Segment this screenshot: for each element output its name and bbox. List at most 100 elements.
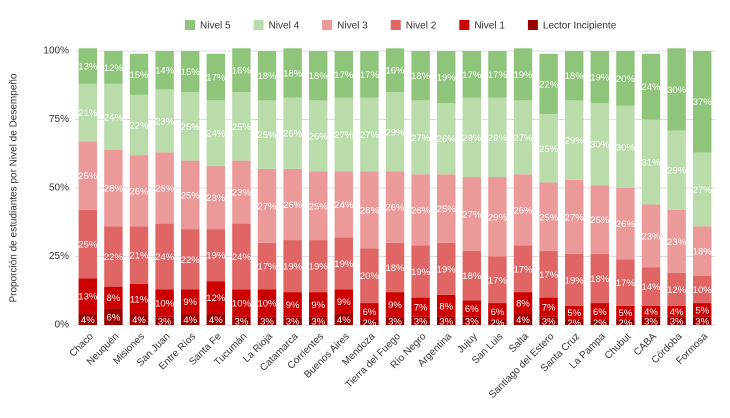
bar-segment	[616, 259, 635, 306]
value-label: 22%	[539, 79, 559, 90]
value-label: 8%	[516, 299, 530, 310]
value-label: 21%	[78, 108, 98, 119]
bar-segment	[564, 305, 584, 320]
value-label: 4%	[337, 315, 351, 326]
value-label: 24%	[104, 112, 124, 123]
bar-segment	[436, 174, 456, 243]
value-label: 22%	[181, 255, 201, 266]
bar-segment	[616, 319, 635, 325]
bar-segment	[155, 152, 174, 224]
bar-segment	[257, 100, 277, 169]
bar-segment	[334, 51, 354, 98]
value-label: 5%	[695, 305, 709, 316]
bar-segment	[360, 303, 379, 320]
value-label: 24%	[206, 129, 226, 140]
bar-segment	[232, 92, 251, 161]
value-label: 25%	[539, 144, 559, 155]
value-label: 2%	[491, 318, 505, 329]
value-label: 14%	[155, 66, 175, 77]
value-label: 17%	[257, 262, 277, 273]
value-label: 19%	[206, 251, 226, 262]
bar-segment	[232, 223, 251, 290]
bar-segment	[616, 188, 635, 260]
bar-segment	[78, 314, 98, 325]
bar-segment	[488, 256, 507, 304]
bar-segment	[180, 51, 200, 93]
value-label: 4%	[516, 315, 530, 326]
bar-segment	[539, 316, 558, 325]
bar-segment	[513, 100, 533, 175]
bar-segment	[104, 51, 123, 84]
value-label: 25%	[309, 201, 329, 212]
value-label: 22%	[104, 252, 124, 263]
value-label: 17%	[488, 70, 508, 81]
bar-segment	[385, 92, 405, 172]
value-label: 10%	[257, 299, 277, 310]
bar-segment	[104, 83, 123, 150]
value-label: 19%	[565, 275, 585, 286]
bar-segment	[411, 174, 430, 246]
bar-segment	[180, 92, 200, 161]
bar-segment	[283, 292, 302, 317]
value-label: 26%	[283, 200, 303, 211]
bar-segment	[667, 305, 686, 317]
bar-segment	[129, 314, 149, 325]
y-tick-label: 100%	[43, 46, 69, 57]
bar-segment	[462, 97, 482, 178]
value-label: 30%	[667, 85, 687, 96]
bar-segment	[360, 319, 379, 325]
value-label: 3%	[542, 316, 556, 327]
value-label: 19%	[513, 70, 533, 81]
bar-segment	[206, 314, 226, 325]
legend-swatch	[527, 20, 538, 30]
bar-segment	[206, 281, 226, 315]
bar-segment	[104, 226, 123, 287]
value-label: 18%	[693, 247, 713, 258]
value-label: 23%	[206, 193, 226, 204]
value-label: 25%	[232, 122, 252, 133]
value-label: 27%	[513, 133, 533, 144]
bar-segment	[308, 292, 328, 317]
bar-segment	[180, 229, 200, 290]
bar-segment	[257, 242, 277, 290]
value-label: 30%	[590, 140, 610, 151]
value-label: 8%	[107, 293, 121, 304]
value-label: 3%	[235, 316, 249, 327]
value-label: 26%	[437, 134, 457, 145]
bar-segment	[308, 316, 328, 325]
bar-segment	[283, 240, 302, 293]
value-label: 9%	[286, 300, 300, 311]
value-label: 17%	[206, 73, 226, 84]
bar-segment	[411, 245, 430, 298]
bar-segment	[232, 160, 251, 224]
bar-segment	[539, 53, 558, 115]
bar-segment	[360, 171, 379, 249]
bar-segment	[257, 316, 277, 325]
bar-segment	[564, 319, 584, 325]
bar-segment	[590, 319, 610, 325]
value-label: 25%	[181, 122, 201, 133]
value-label: 18%	[462, 271, 482, 282]
bar-segment	[513, 314, 533, 325]
bar-segment	[462, 251, 482, 301]
value-label: 26%	[309, 131, 329, 142]
bar-segment	[411, 297, 430, 317]
value-label: 27%	[334, 130, 354, 141]
bar-segment	[129, 283, 149, 315]
value-label: 19%	[437, 264, 457, 275]
bar-segment	[616, 105, 635, 188]
bar-segment	[129, 53, 149, 95]
bar-segment	[564, 51, 584, 101]
bar-segment	[590, 103, 610, 186]
value-label: 12%	[667, 285, 687, 296]
value-label: 20%	[616, 74, 636, 85]
value-label: 9%	[337, 297, 351, 308]
legend-label: Nivel 5	[200, 21, 231, 32]
bar-segment	[104, 308, 123, 325]
bar-segment	[104, 286, 123, 309]
bar-segment	[385, 242, 405, 293]
legend-swatch	[322, 20, 333, 30]
bar-segment	[436, 294, 456, 317]
bar-segment	[104, 149, 123, 227]
value-label: 4%	[209, 315, 223, 326]
